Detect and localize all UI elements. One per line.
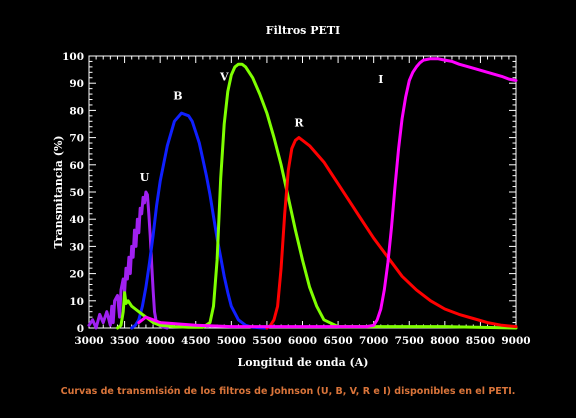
x-tick-label: 5500	[252, 335, 281, 347]
series-label-B: B	[173, 90, 182, 103]
series-label-R: R	[294, 117, 304, 130]
series-line-I	[137, 57, 518, 329]
y-tick-label: 40	[69, 214, 84, 226]
x-tick-label: 8500	[466, 335, 495, 347]
x-tick-label: 8000	[430, 335, 459, 347]
x-tick-label: 6000	[288, 335, 317, 347]
series-label-V: V	[219, 70, 229, 83]
series-line-U	[87, 190, 169, 330]
x-tick-label: 7500	[395, 335, 424, 347]
x-tick-label: 3500	[110, 335, 139, 347]
transmission-chart: Filtros PETI 3000 3500 4000 4500 5000 5500 600…	[52, 24, 531, 369]
y-tick-label: 70	[69, 133, 84, 145]
x-tick-label: 4000	[146, 335, 175, 347]
x-axis-label: Longitud de onda (A)	[238, 356, 369, 369]
y-tick-label: 100	[62, 51, 84, 63]
x-tick-label: 9000	[501, 335, 530, 347]
plot-area: 3000 3500 4000 4500 5000 5500 6000 6500 7000 7500…	[62, 51, 531, 347]
y-tick-label: 10	[69, 296, 84, 308]
series-lines	[87, 57, 518, 330]
series-line-V	[116, 62, 518, 330]
series-label-I: I	[378, 73, 383, 86]
y-tick-label: 20	[69, 269, 84, 281]
series-label-U: U	[140, 171, 150, 184]
y-axis-label: Transmitancia (%)	[52, 135, 65, 248]
x-tick-label: 6500	[323, 335, 352, 347]
series-line-R	[265, 136, 518, 330]
y-tick-label: 50	[69, 187, 84, 199]
y-tick-label: 90	[69, 78, 84, 90]
y-tick-label: 60	[69, 160, 84, 172]
y-tick-label: 0	[77, 323, 84, 335]
x-tick-label: 4500	[181, 335, 210, 347]
y-tick-label: 80	[69, 105, 84, 117]
x-tick-label: 5000	[217, 335, 246, 347]
y-tick-label: 30	[69, 241, 84, 253]
series-labels: U B V R I	[140, 70, 384, 184]
chart-title: Filtros PETI	[266, 24, 340, 37]
figure-caption: Curvas de transmisión de los filtros de …	[60, 386, 516, 397]
series-line-B	[130, 111, 269, 330]
x-tick-label: 3000	[74, 335, 103, 347]
x-axis-ticks: 3000 3500 4000 4500 5000 5500 6000 6500 7000 7500…	[74, 56, 531, 347]
y-axis-ticks: 0 10 20 30 40 50 60 70 80 90 100	[62, 51, 516, 335]
x-tick-label: 7000	[359, 335, 388, 347]
